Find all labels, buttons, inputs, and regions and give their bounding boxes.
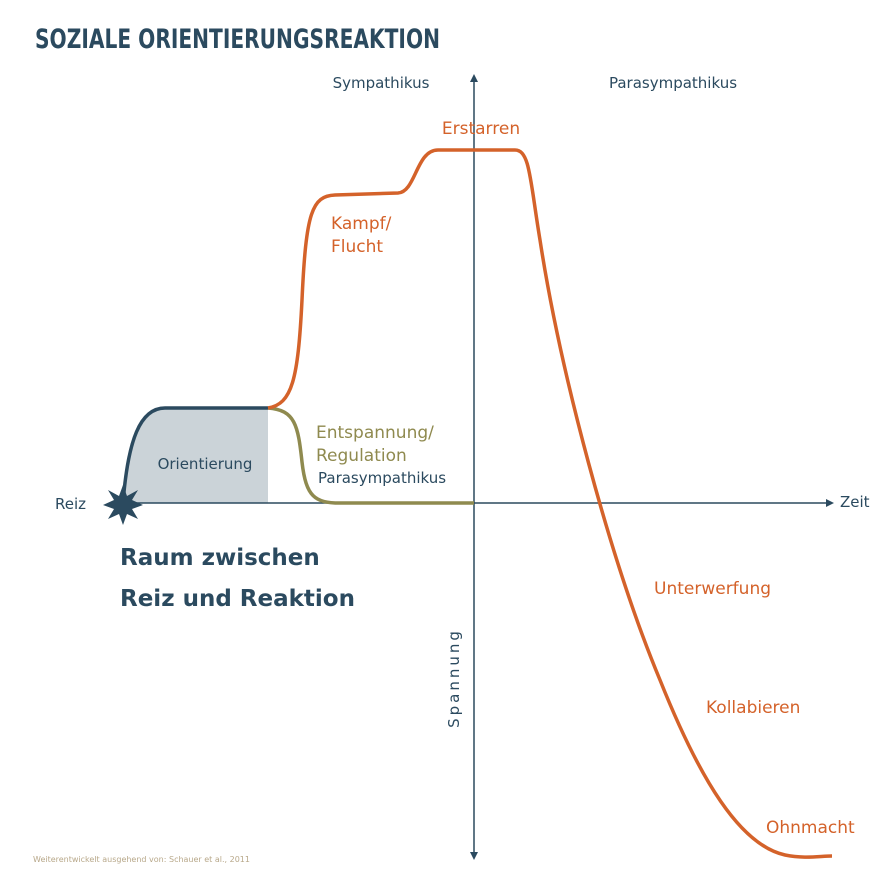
orientation-area <box>123 408 268 503</box>
phase-label: Orientierung <box>158 455 253 473</box>
phase-label: Parasympathikus <box>318 469 446 487</box>
orientation-curve <box>121 406 268 504</box>
phase-label: Flucht <box>331 237 383 257</box>
x-arrow <box>826 499 834 507</box>
phase-label: Erstarren <box>442 119 520 139</box>
x-label: Zeit <box>840 493 870 511</box>
stress-curve <box>267 148 833 859</box>
title: SOZIALE ORIENTIERUNGSREAKTION <box>35 24 440 55</box>
left-label: Sympathikus <box>333 74 430 92</box>
y-arrow-down <box>470 852 478 860</box>
caption: Raum zwischen <box>120 545 320 571</box>
origin-label: Reiz <box>55 495 86 513</box>
phase-label: Regulation <box>316 446 407 466</box>
stimulus-star <box>103 485 143 525</box>
y-label: Spannung <box>445 628 463 728</box>
y-arrow-up <box>470 74 478 82</box>
phase-label: Unterwerfung <box>654 579 771 599</box>
right-label: Parasympathikus <box>609 74 737 92</box>
source: Weiterentwickelt ausgehend von: Schauer … <box>33 855 250 864</box>
relaxation-curve <box>267 406 474 505</box>
phase-label: Kampf/ <box>331 214 392 234</box>
caption: Reiz und Reaktion <box>120 586 355 612</box>
phase-label: Entspannung/ <box>316 423 434 443</box>
phase-label: Ohnmacht <box>766 818 855 838</box>
phase-label: Kollabieren <box>706 698 800 718</box>
